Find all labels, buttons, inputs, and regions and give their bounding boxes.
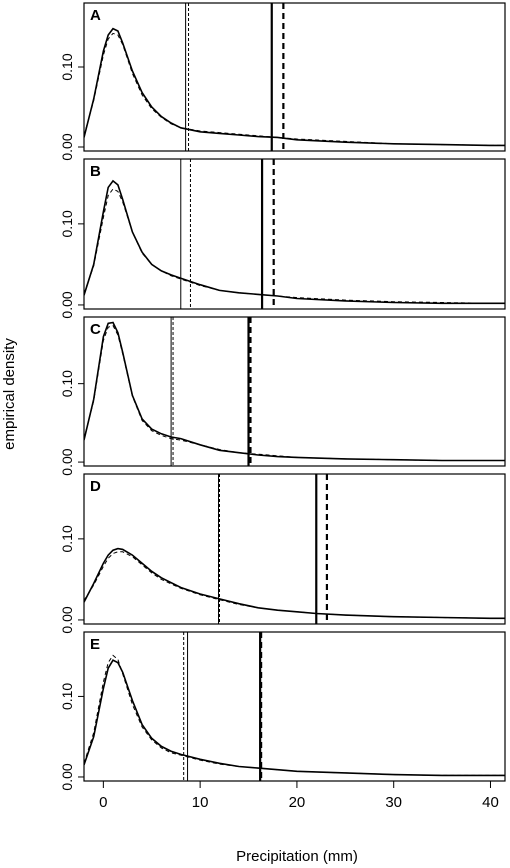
panel-frame — [83, 2, 506, 152]
panel-frame — [83, 631, 506, 782]
density-curve-dashed — [84, 32, 505, 146]
y-tick-label: 0.10 — [59, 370, 75, 397]
x-tick-label: 20 — [289, 794, 306, 811]
panel-c: C 0.00 0.10 — [59, 316, 506, 476]
x-tick-label: 30 — [385, 794, 402, 811]
panel-d: D 0.00 0.10 — [59, 473, 506, 634]
y-tick-label: 0.00 — [59, 291, 75, 318]
panel-frame — [83, 473, 506, 625]
density-curve-dashed — [84, 551, 505, 619]
panel-frame — [83, 158, 506, 310]
y-tick-label: 0.00 — [59, 763, 75, 790]
x-tick-label: 40 — [482, 794, 499, 811]
panel-label: C — [90, 321, 101, 338]
panel-frame — [83, 316, 506, 467]
panel-label: D — [90, 478, 101, 495]
x-axis: 0 10 20 30 40 — [99, 781, 499, 811]
panel-label: A — [90, 7, 101, 24]
density-curve-dashed — [84, 324, 505, 461]
density-curve-solid — [84, 547, 505, 620]
panels: A 0.00 0.10 B 0.00 0.10 C 0.00 0.10 D 0.00 0.10 E 0.0… — [59, 2, 506, 791]
density-curve-solid — [84, 179, 505, 305]
panel-b: B 0.00 0.10 — [59, 158, 506, 319]
y-tick-label: 0.10 — [59, 53, 75, 80]
y-tick-label: 0.10 — [59, 210, 75, 237]
x-axis-label: Precipitation (mm) — [236, 848, 358, 865]
x-tick-label: 10 — [192, 794, 209, 811]
panel-label: E — [90, 636, 100, 653]
density-curve-dashed — [84, 654, 505, 776]
panel-e: E 0.00 0.10 — [59, 631, 506, 791]
y-tick-label: 0.00 — [59, 606, 75, 633]
panel-a: A 0.00 0.10 — [59, 2, 506, 161]
density-curve-dashed — [84, 188, 505, 304]
y-tick-label: 0.00 — [59, 448, 75, 475]
density-curve-solid — [84, 321, 505, 462]
y-axis-label: empirical density — [1, 338, 18, 450]
density-curve-solid — [84, 27, 505, 147]
density-curve-solid — [84, 659, 505, 777]
panel-label: B — [90, 163, 101, 180]
x-tick-label: 0 — [99, 794, 107, 811]
y-tick-label: 0.00 — [59, 133, 75, 160]
y-tick-label: 0.10 — [59, 683, 75, 710]
y-tick-label: 0.10 — [59, 525, 75, 552]
